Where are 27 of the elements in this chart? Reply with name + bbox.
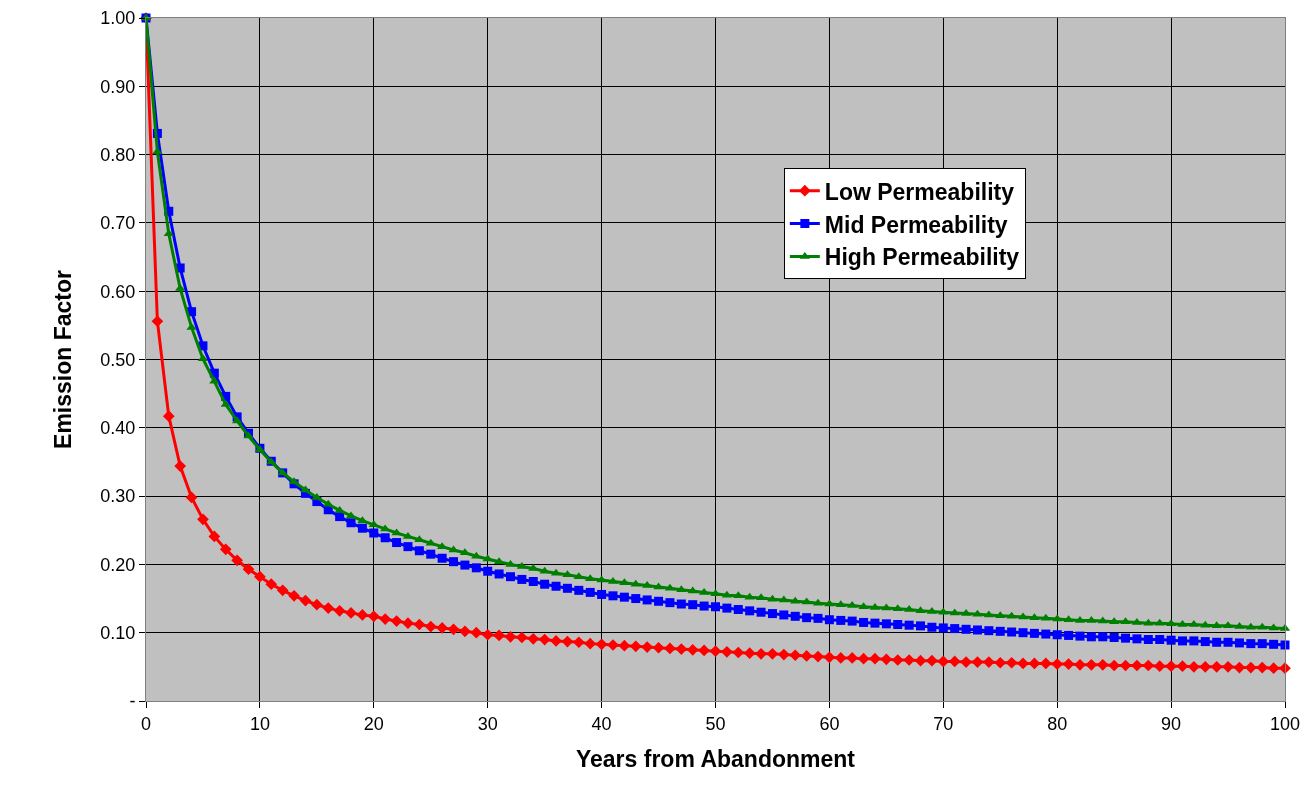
legend-label: Low Permeability bbox=[824, 178, 1015, 205]
x-tick-label: 40 bbox=[591, 713, 612, 734]
x-tick-label: 0 bbox=[140, 713, 152, 734]
x-tick-label: 10 bbox=[249, 713, 270, 734]
y-tick-label: 0.70 bbox=[100, 213, 136, 234]
y-tick-label: 0.60 bbox=[100, 281, 136, 302]
x-tick-label: 20 bbox=[363, 713, 384, 734]
y-tick-label: 0.20 bbox=[100, 554, 136, 575]
legend-label: High Permeability bbox=[824, 244, 1020, 271]
y-tick-label: 0.30 bbox=[100, 486, 136, 507]
x-tick-label: 60 bbox=[819, 713, 840, 734]
y-tick-label: 0.10 bbox=[100, 623, 136, 643]
x-tick-label: 30 bbox=[477, 713, 498, 734]
y-tick-label: 1.00 bbox=[100, 8, 136, 29]
y-tick-label: 0.50 bbox=[100, 349, 136, 370]
x-tick-label: 50 bbox=[705, 713, 726, 734]
x-tick-label: 100 bbox=[1269, 713, 1301, 734]
y-tick-label: 0.40 bbox=[100, 418, 136, 439]
y-tick-label: 0.90 bbox=[100, 76, 136, 97]
y-tick-label: - bbox=[129, 691, 136, 712]
x-axis-title: Years from Abandonment bbox=[575, 746, 856, 773]
x-tick-label: 80 bbox=[1047, 713, 1068, 734]
y-axis-title: Emission Factor bbox=[49, 269, 76, 449]
y-tick-label: 0.80 bbox=[100, 144, 136, 165]
x-tick-label: 90 bbox=[1161, 713, 1182, 734]
x-tick-label: 70 bbox=[933, 713, 954, 734]
legend-label: Mid Permeability bbox=[824, 211, 1008, 238]
